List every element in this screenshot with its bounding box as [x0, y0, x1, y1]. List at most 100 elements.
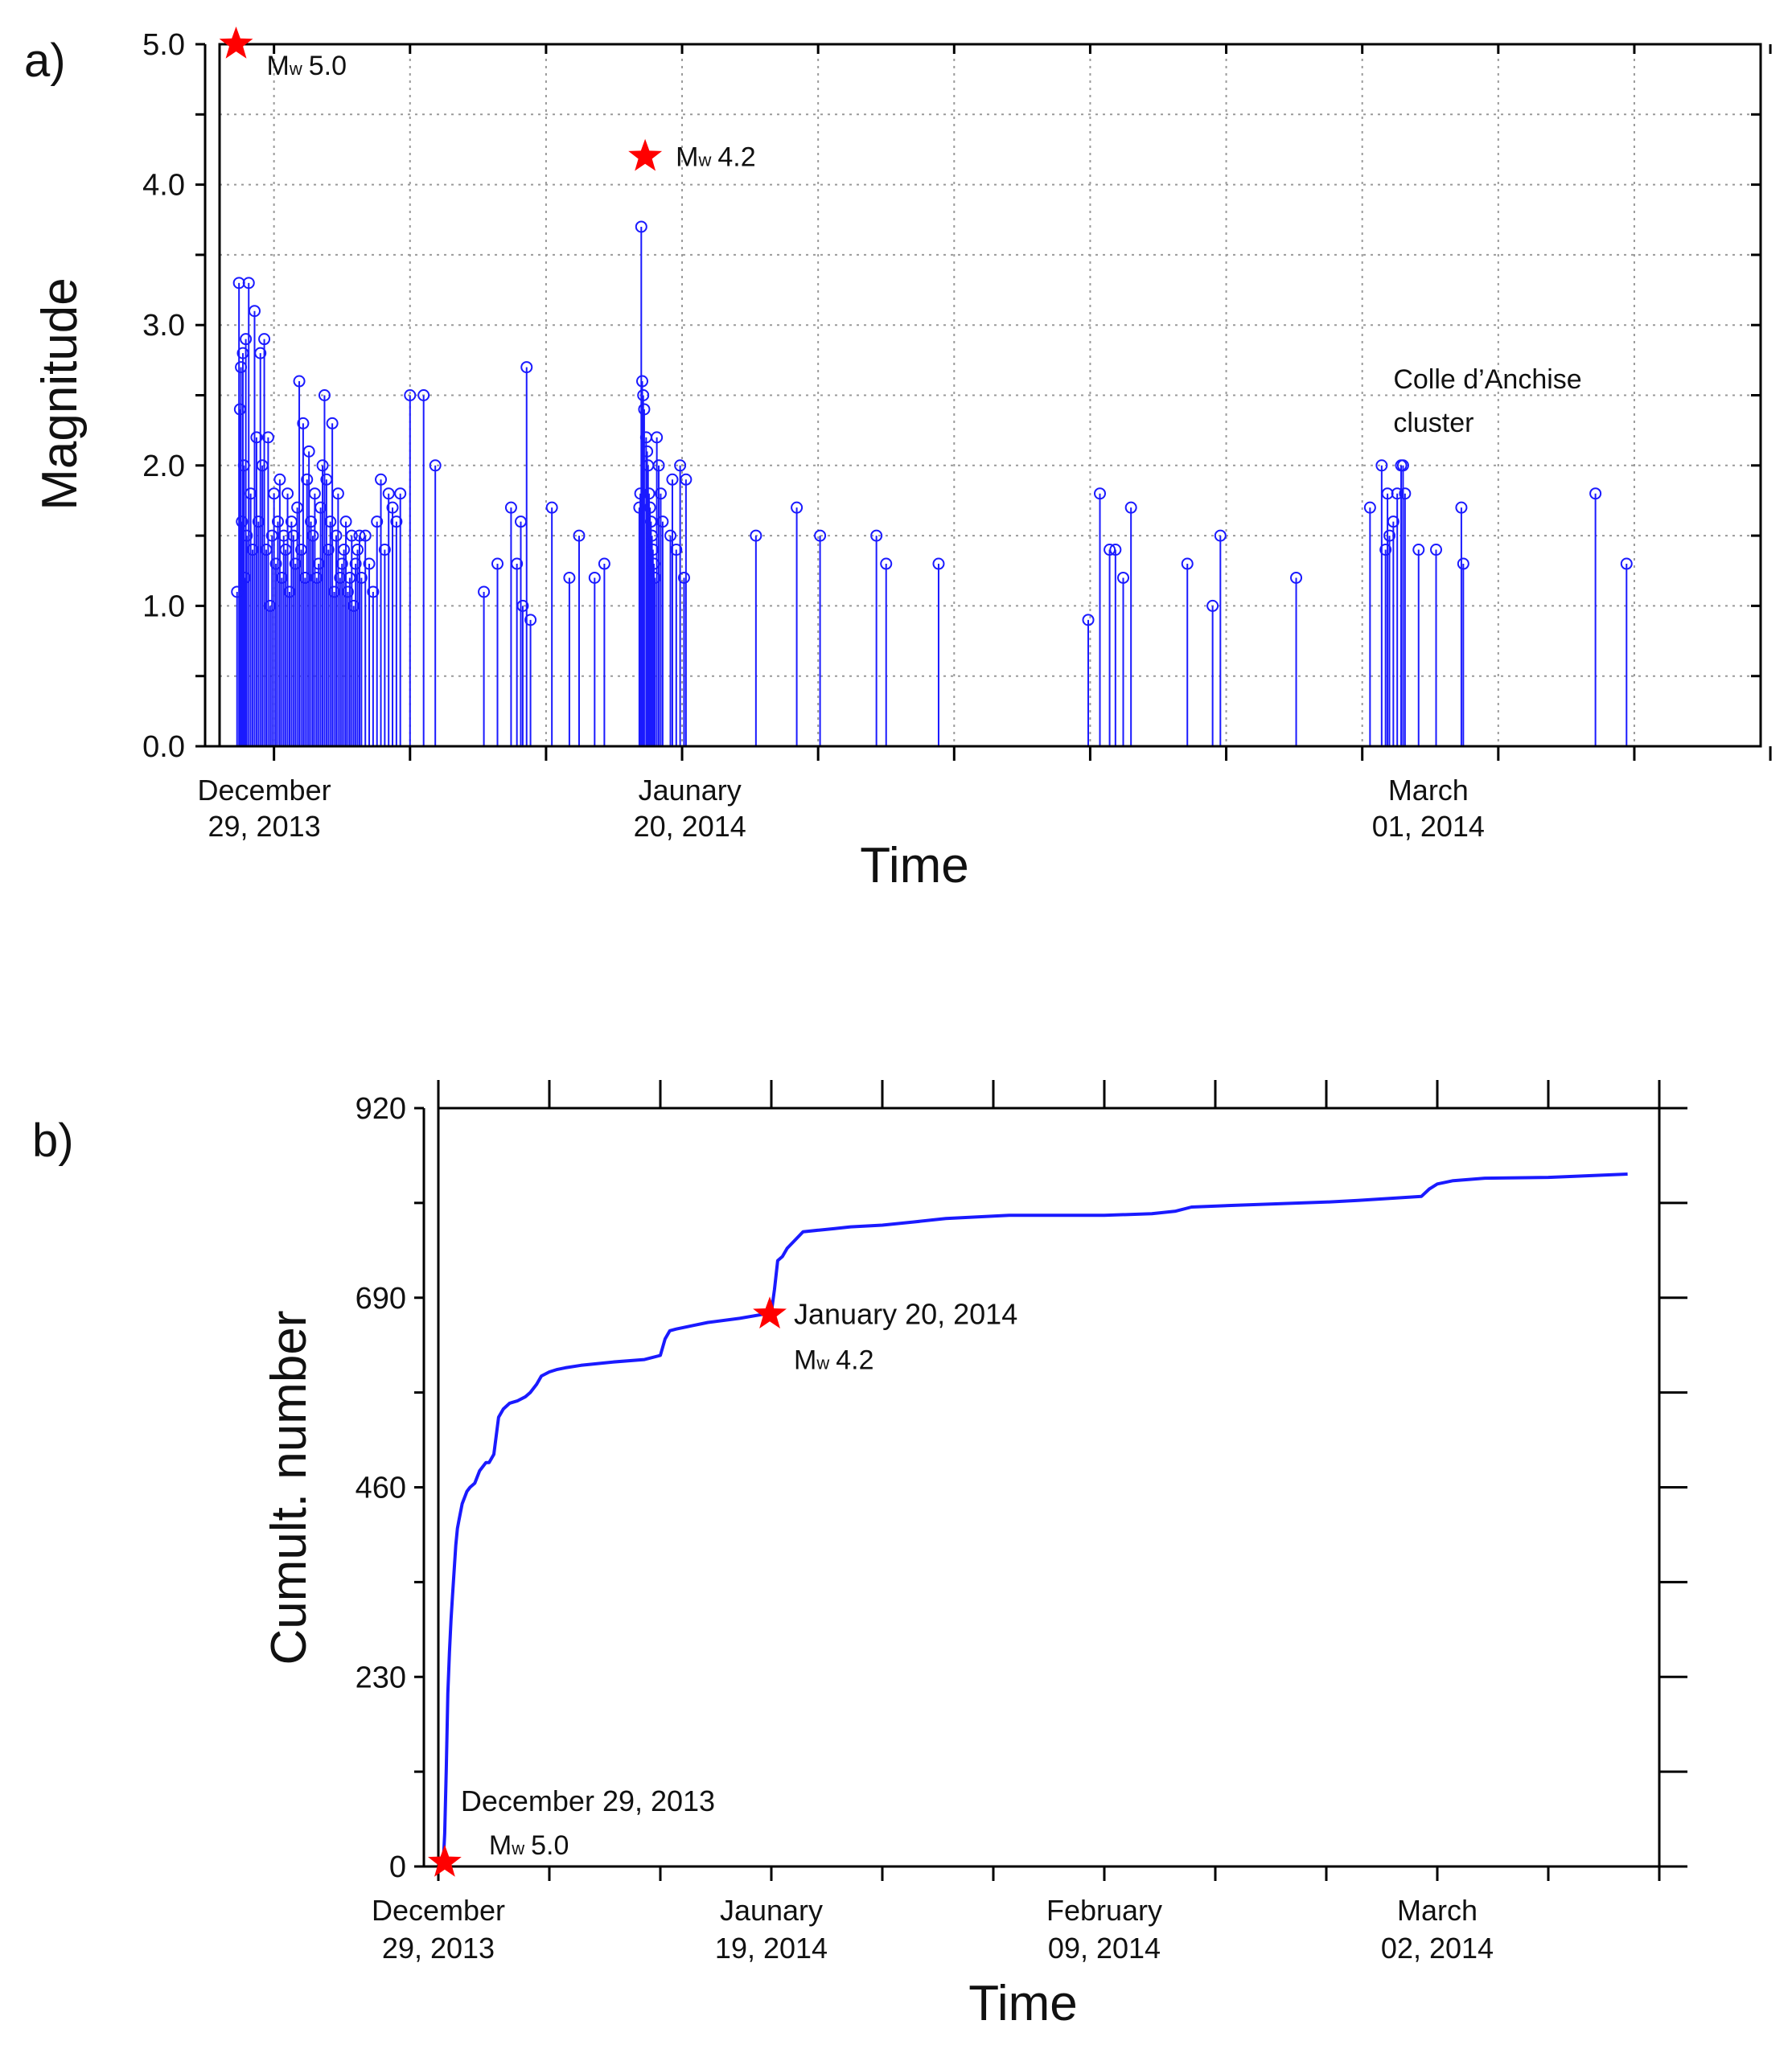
x-tick-label-line2: 09, 2014: [1048, 1932, 1161, 1965]
event-marker: [310, 571, 323, 584]
event-marker: [511, 557, 524, 570]
event-marker: [236, 347, 249, 359]
x-tick-label-line2: 19, 2014: [715, 1932, 828, 1965]
event-marker: [643, 487, 656, 500]
event-marker: [1620, 557, 1633, 570]
event-marker: [301, 473, 314, 486]
star-magnitude-label: Mw 5.0: [489, 1830, 569, 1861]
event-marker: [644, 515, 657, 528]
event-marker: [647, 557, 660, 570]
event-marker: [515, 515, 528, 528]
mainshock-star: [219, 27, 253, 59]
star-label-value: 5.0: [309, 51, 347, 81]
event-marker: [664, 529, 677, 542]
panel-a-y-axis-title: Magnitude: [32, 277, 88, 511]
event-marker: [264, 599, 277, 612]
panel-a-x-axis-title: Time: [860, 838, 968, 893]
event-marker: [260, 544, 273, 556]
x-tick-label-line2: 20, 2014: [634, 810, 746, 843]
y-tick-label: 690: [356, 1282, 406, 1316]
event-marker: [294, 544, 307, 556]
event-marker: [240, 529, 253, 542]
event-marker: [330, 529, 343, 542]
panel-a-grid: [220, 44, 1761, 746]
event-marker: [666, 473, 679, 486]
event-marker: [545, 501, 558, 514]
event-marker: [404, 389, 417, 401]
event-marker: [237, 459, 250, 472]
event-marker: [504, 501, 517, 514]
star-date-label: January 20, 2014: [794, 1297, 1017, 1330]
event-marker: [271, 515, 284, 528]
event-marker: [316, 459, 329, 472]
y-tick-label: 4.0: [142, 169, 185, 203]
x-tick-label-line2: 29, 2013: [208, 810, 321, 843]
event-marker: [646, 529, 659, 542]
event-marker: [643, 501, 656, 514]
event-marker: [367, 585, 380, 598]
event-marker: [261, 431, 274, 444]
star-magnitude-label-m: M: [489, 1830, 512, 1861]
event-marker: [283, 585, 296, 598]
cluster-annotation-line-2: cluster: [1393, 408, 1473, 438]
event-marker: [598, 557, 610, 570]
event-marker: [371, 515, 384, 528]
event-marker: [1094, 487, 1107, 500]
x-tick-label-line2: 01, 2014: [1372, 810, 1485, 843]
event-marker: [1214, 529, 1227, 542]
event-marker: [1082, 614, 1095, 626]
event-marker: [265, 529, 278, 542]
x-tick-label-line2: 29, 2013: [382, 1932, 495, 1965]
event-marker: [641, 445, 654, 458]
event-marker: [293, 375, 306, 388]
panel-a-stars: Mw 5.0 Mw 4.2: [219, 27, 756, 173]
event-marker: [648, 571, 661, 584]
event-marker: [341, 585, 354, 598]
star-magnitude-label-value: 5.0: [531, 1830, 569, 1861]
event-marker: [637, 389, 650, 401]
event-marker: [1124, 501, 1137, 514]
event-marker: [231, 585, 244, 598]
cumulative-line: [441, 1172, 1628, 1867]
event-marker: [328, 585, 341, 598]
event-marker: [573, 529, 586, 542]
star-magnitude-label-subscript: w: [511, 1838, 524, 1858]
event-marker: [282, 487, 294, 500]
panel-b-letter: b): [32, 1115, 74, 1167]
y-tick-label: 5.0: [142, 28, 185, 62]
event-marker: [870, 529, 883, 542]
panel-b-x-axis: December 29, 2013 Jaunary 19, 2014 February 0…: [372, 1080, 1661, 1965]
star-label-subscript: w: [289, 59, 302, 79]
event-marker: [240, 333, 253, 346]
event-marker: [791, 501, 804, 514]
panel-b-y-axis-title: Cumult. number: [261, 1310, 317, 1665]
y-tick-label: 3.0: [142, 309, 185, 343]
event-marker: [386, 501, 399, 514]
event-marker: [636, 375, 649, 388]
event-marker: [254, 347, 267, 359]
star-magnitude-label-m: M: [794, 1345, 816, 1375]
event-marker: [238, 571, 251, 584]
event-marker: [932, 557, 945, 570]
event-marker: [524, 614, 537, 626]
event-marker: [520, 361, 533, 374]
x-tick-label-line1: March: [1397, 1894, 1478, 1927]
event-marker: [306, 529, 319, 542]
star-label-m: M: [676, 142, 698, 173]
event-marker: [359, 529, 372, 542]
event-marker: [382, 487, 395, 500]
event-marker: [491, 557, 504, 570]
x-tick-label-line1: Jaunary: [639, 774, 742, 807]
event-marker: [345, 529, 358, 542]
star-magnitude-label: Mw 4.2: [794, 1345, 873, 1375]
event-marker: [302, 445, 315, 458]
event-marker: [322, 544, 335, 556]
event-marker: [314, 501, 327, 514]
event-marker: [287, 529, 300, 542]
event-marker: [347, 599, 360, 612]
event-marker: [478, 585, 491, 598]
event-marker: [1181, 557, 1194, 570]
star-label-m: M: [267, 51, 290, 81]
x-tick-label-line1: December: [198, 774, 331, 807]
